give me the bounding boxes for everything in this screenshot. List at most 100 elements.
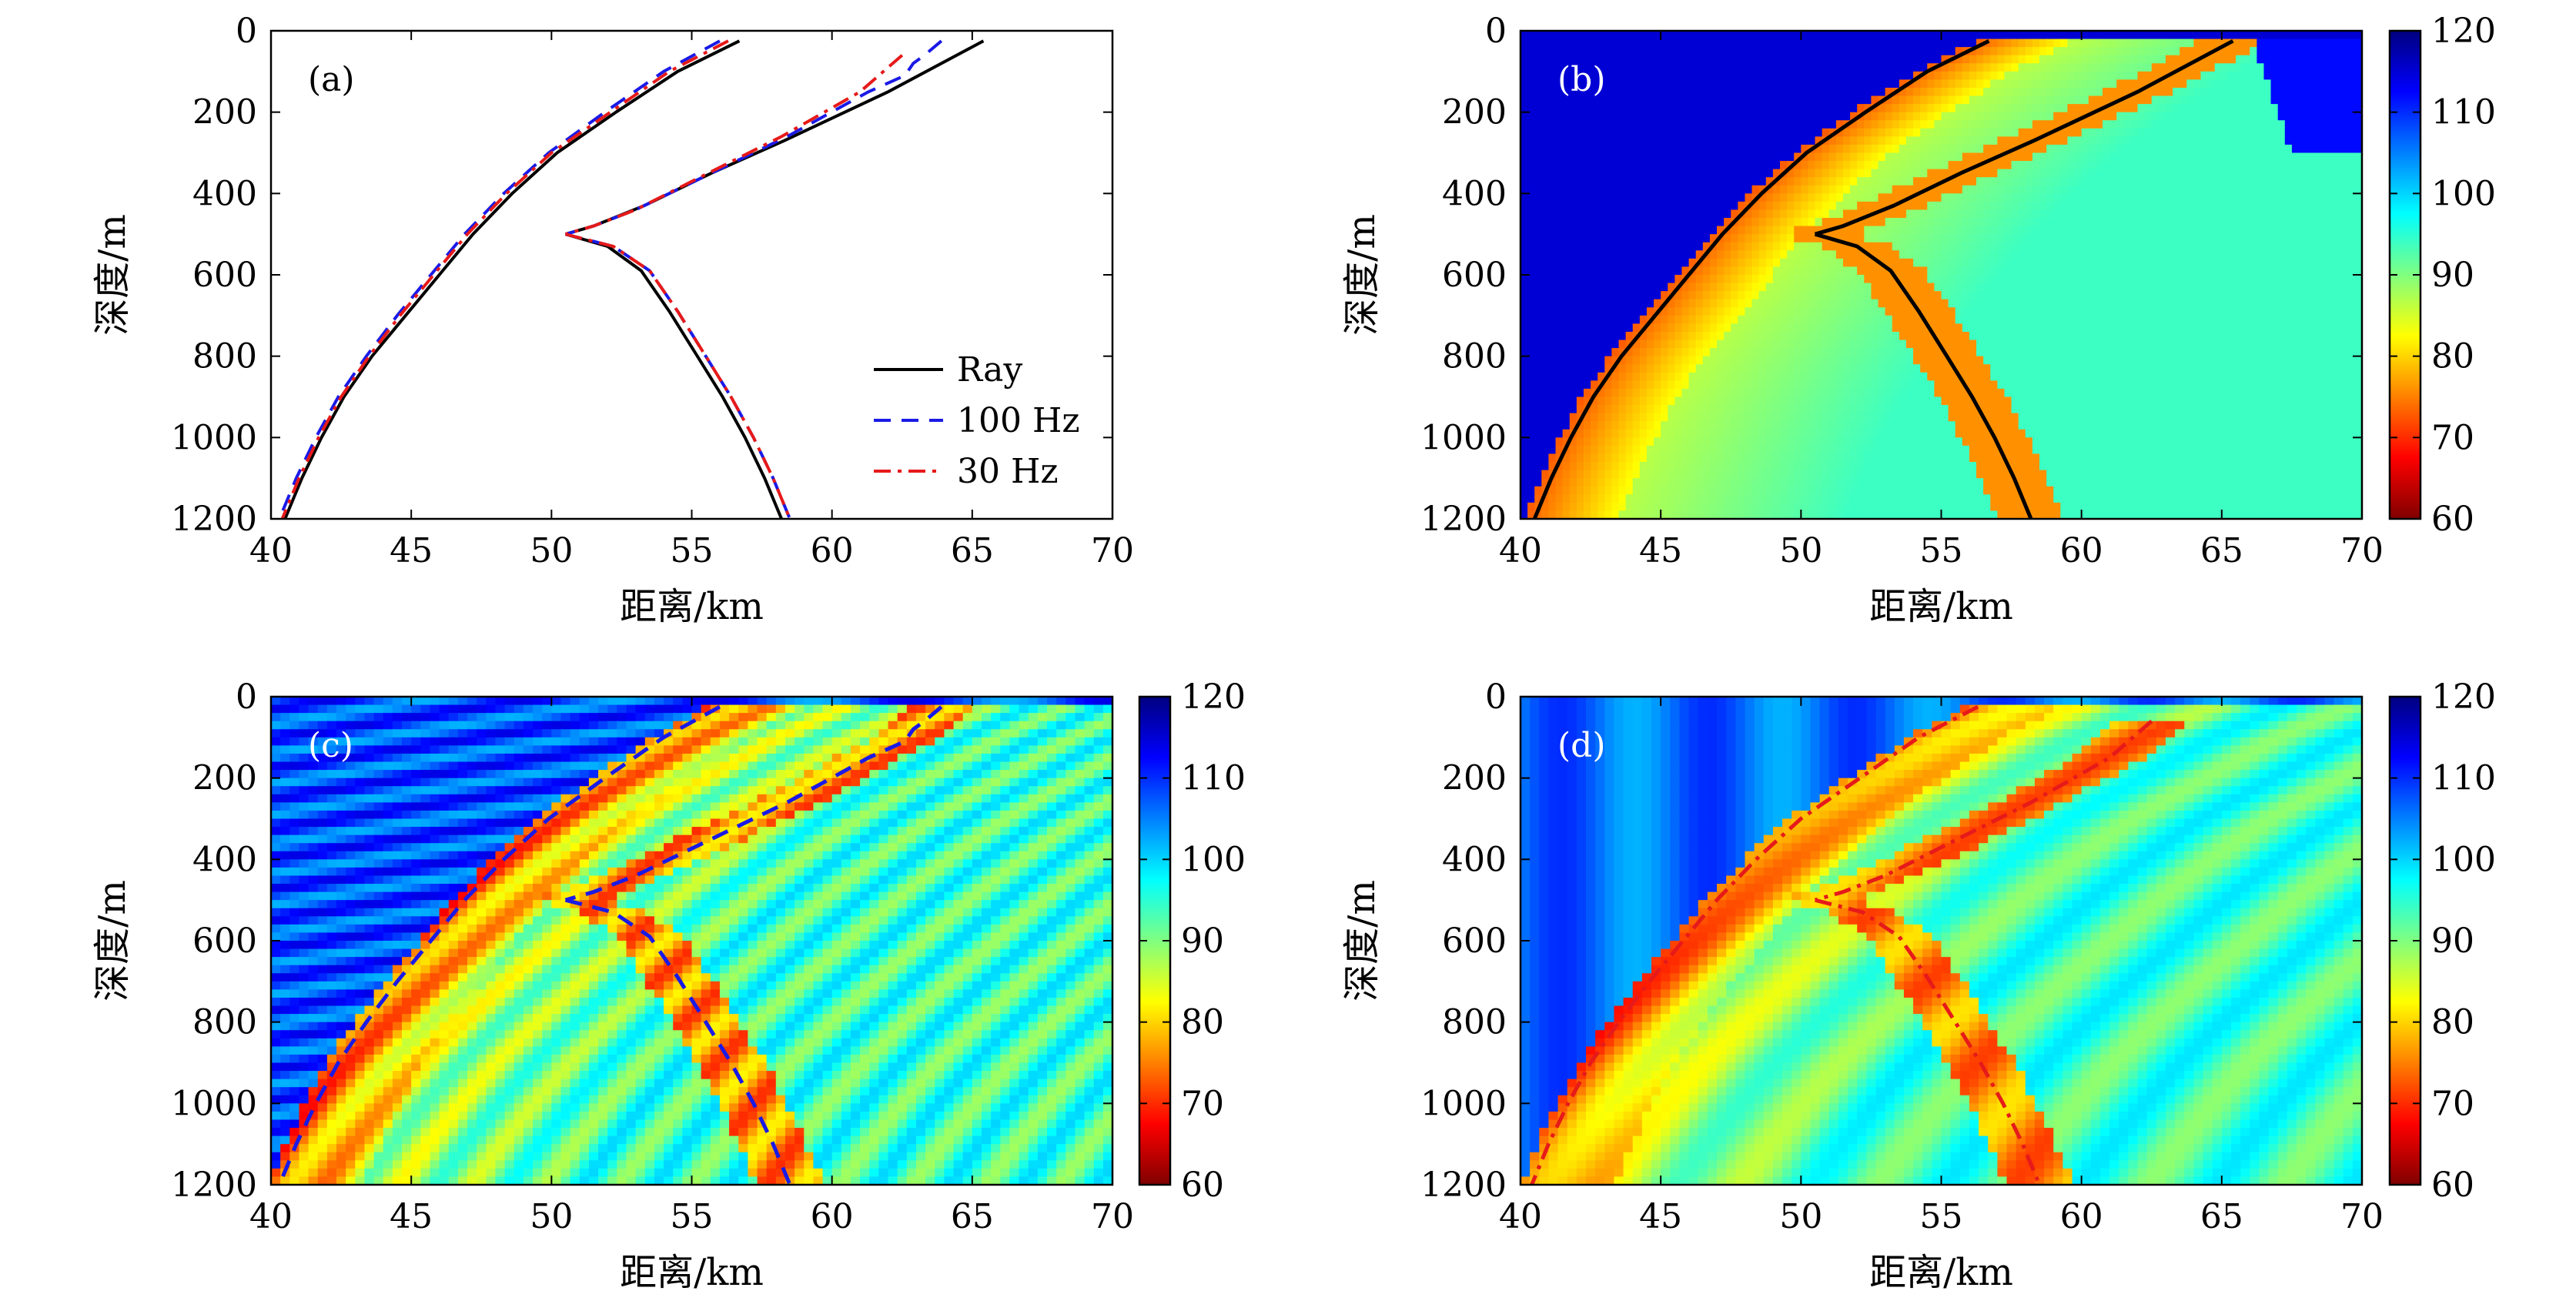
y-tick-b-3: 600 [1442, 256, 1507, 295]
y-tick-c-3: 600 [192, 921, 257, 961]
colorbar-tick-d-5: 110 [2431, 759, 2496, 798]
overlay-d-branch-1 [1814, 719, 2153, 902]
y-tick-d-4: 800 [1442, 1003, 1507, 1042]
overlay-c-branch-2 [564, 898, 792, 1185]
colorbar-tick-d-3: 90 [2431, 921, 2474, 961]
colorbar-tick-c-3: 90 [1181, 921, 1224, 961]
y-tick-b-5: 1000 [1420, 418, 1507, 457]
x-tick-a-1: 45 [390, 531, 433, 570]
y-tick-a-4: 800 [192, 337, 257, 376]
colorbar-tick-b-1: 70 [2431, 418, 2474, 457]
legend-label-0: Ray [957, 350, 1022, 390]
series-2-branch-0 [280, 39, 729, 519]
colorbar-tick-c-5: 110 [1181, 759, 1246, 798]
overlay-c-branch-1 [564, 705, 943, 902]
overlay-d-branch-0 [1530, 704, 1979, 1185]
y-tick-b-2: 400 [1442, 174, 1507, 213]
x-tick-d-4: 60 [2060, 1197, 2103, 1236]
x-tick-c-0: 40 [249, 1197, 293, 1236]
panel-label-d: (d) [1557, 726, 1606, 765]
overlay-d-branch-2 [1814, 898, 2042, 1185]
y-axis-label-b: 深度/m [1340, 214, 1383, 336]
panel-d: (d) 40 45 50 55 60 65 70 0 200 400 600 800 1000 1200 距离… [1340, 677, 2496, 1294]
series-0-branch-0 [283, 39, 741, 519]
panel-a: Ray 100 Hz 30 Hz (a) 40 45 50 55 60 65 70 0 200 400 60… [91, 12, 1134, 628]
y-tick-c-4: 800 [192, 1003, 257, 1042]
panel-label-b: (b) [1557, 60, 1606, 99]
x-tick-c-2: 50 [530, 1197, 573, 1236]
x-tick-a-0: 40 [249, 531, 293, 570]
x-tick-b-1: 45 [1639, 531, 1682, 570]
colorbar-tick-d-1: 70 [2431, 1084, 2474, 1123]
series-1-branch-0 [278, 39, 721, 519]
panel-label-a: (a) [308, 60, 355, 99]
x-tick-a-3: 55 [671, 531, 714, 570]
legend-label-1: 100 Hz [957, 401, 1080, 440]
x-tick-c-3: 55 [671, 1197, 714, 1236]
y-tick-d-1: 200 [1442, 759, 1507, 798]
colorbar-tick-c-4: 100 [1181, 840, 1246, 879]
x-tick-a-2: 50 [530, 531, 573, 570]
colorbar-tick-b-4: 100 [2431, 174, 2496, 213]
x-axis-label-b: 距离/km [1869, 585, 2013, 628]
overlay-b-branch-2 [1814, 232, 2033, 519]
y-tick-c-2: 400 [192, 840, 257, 879]
colorbar-tick-d-0: 60 [2431, 1166, 2474, 1205]
y-tick-d-2: 400 [1442, 840, 1507, 879]
series-0-branch-2 [564, 232, 783, 519]
x-tick-c-4: 60 [811, 1197, 854, 1236]
x-tick-c-6: 70 [1091, 1197, 1134, 1236]
panel-label-c: (c) [308, 726, 353, 765]
y-tick-c-0: 0 [236, 677, 257, 717]
y-tick-b-4: 800 [1442, 337, 1507, 376]
series-1-branch-1 [564, 39, 943, 236]
colorbar-tick-b-2: 80 [2431, 337, 2474, 376]
series-2-branch-2 [565, 232, 791, 519]
y-tick-a-1: 200 [192, 93, 257, 132]
y-tick-d-3: 600 [1442, 921, 1507, 961]
y-tick-d-0: 0 [1485, 677, 1507, 717]
heatmap-b [1521, 31, 2362, 519]
x-tick-c-1: 45 [390, 1197, 433, 1236]
y-tick-a-5: 1000 [171, 418, 257, 457]
x-tick-a-4: 60 [811, 531, 854, 570]
x-tick-b-3: 55 [1920, 531, 1963, 570]
colorbar-tick-c-6: 120 [1181, 677, 1246, 717]
x-tick-d-1: 45 [1639, 1197, 1682, 1236]
x-tick-a-6: 70 [1091, 531, 1134, 570]
y-tick-c-6: 1200 [171, 1166, 257, 1205]
colorbar-tick-b-0: 60 [2431, 500, 2474, 539]
y-axis-label-d: 深度/m [1340, 880, 1383, 1002]
x-tick-b-5: 65 [2200, 531, 2243, 570]
colorbar-tick-b-5: 110 [2431, 93, 2496, 132]
x-axis-label-c: 距离/km [620, 1251, 764, 1294]
overlay-b-branch-1 [1814, 38, 2234, 236]
y-tick-c-1: 200 [192, 759, 257, 798]
y-tick-b-1: 200 [1442, 93, 1507, 132]
panel-b: (b) 40 45 50 55 60 65 70 0 200 400 600 800 1000 1200 距离… [1340, 12, 2496, 628]
series-2-branch-1 [564, 54, 904, 236]
x-tick-b-4: 60 [2060, 531, 2103, 570]
x-tick-b-6: 70 [2340, 531, 2384, 570]
y-tick-a-0: 0 [236, 12, 257, 51]
x-tick-a-5: 65 [951, 531, 994, 570]
y-tick-c-5: 1000 [171, 1084, 257, 1123]
x-tick-d-2: 50 [1779, 1197, 1822, 1236]
y-tick-a-2: 400 [192, 174, 257, 213]
colorbar-tick-d-6: 120 [2431, 677, 2496, 717]
heatmap-c [271, 697, 1112, 1185]
colorbar-tick-d-4: 100 [2431, 840, 2496, 879]
panel-c: (c) 40 45 50 55 60 65 70 0 200 400 600 800 1000 1200 距离… [91, 677, 1246, 1294]
y-tick-b-6: 1200 [1420, 500, 1507, 539]
y-tick-d-5: 1000 [1420, 1084, 1507, 1123]
y-axis-label-a: 深度/m [91, 214, 134, 336]
colorbar-tick-b-6: 120 [2431, 12, 2496, 51]
x-tick-d-6: 70 [2340, 1197, 2384, 1236]
x-tick-b-2: 50 [1779, 531, 1822, 570]
colorbar-tick-c-0: 60 [1181, 1166, 1224, 1205]
x-tick-d-3: 55 [1920, 1197, 1963, 1236]
colorbar-tick-c-1: 70 [1181, 1084, 1224, 1123]
y-axis-label-c: 深度/m [91, 880, 134, 1002]
y-tick-a-3: 600 [192, 256, 257, 295]
